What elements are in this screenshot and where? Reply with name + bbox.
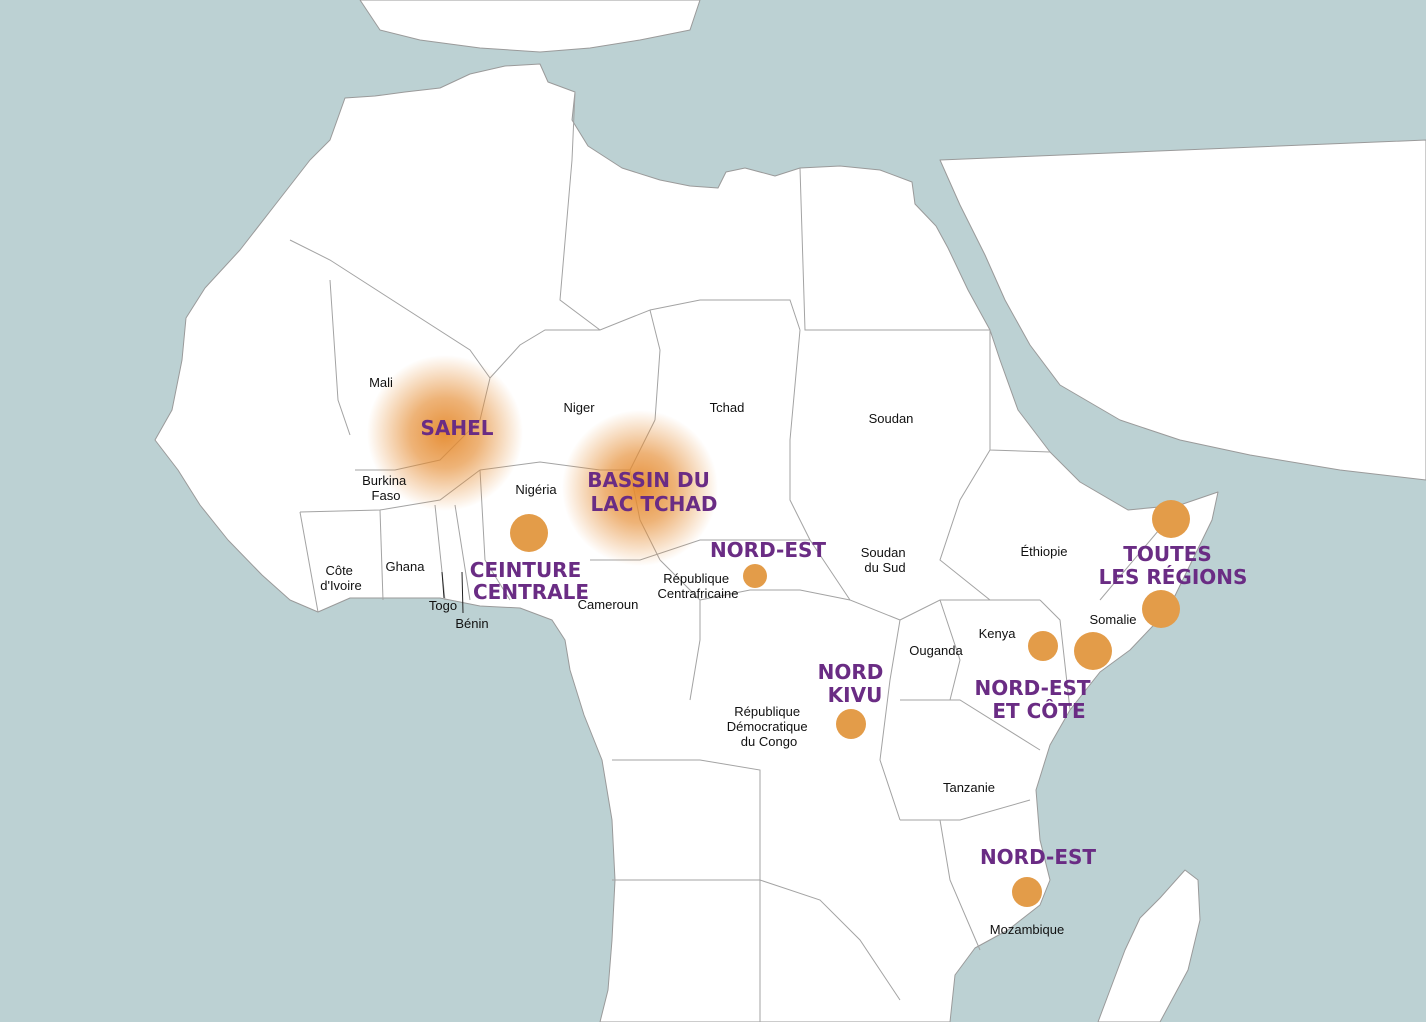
arabian-peninsula xyxy=(939,139,1426,481)
label-benin: Bénin xyxy=(455,616,488,631)
region-nord-est-mozambique: NORD-EST xyxy=(980,845,1096,869)
marker-mozambique xyxy=(1012,877,1042,907)
region-bassin-lac-tchad: BASSIN DU LAC TCHAD xyxy=(587,468,717,516)
marker-somalie-nord xyxy=(1152,500,1190,538)
marker-somalie-centre xyxy=(1142,590,1180,628)
label-tchad: Tchad xyxy=(710,400,745,415)
label-burkina-faso: Burkina Faso xyxy=(362,473,410,503)
europe-edge xyxy=(359,0,701,53)
lac-tchad-halo xyxy=(562,410,718,566)
region-nord-est-et-cote: NORD-EST ET CÔTE xyxy=(974,676,1097,723)
marker-kenya-cote xyxy=(1074,632,1112,670)
label-tanzanie: Tanzanie xyxy=(943,780,995,795)
sahel-halo xyxy=(367,355,523,511)
marker-kenya xyxy=(1028,631,1058,661)
label-rca: République Centrafricaine xyxy=(658,571,739,601)
region-nord-est-rca: NORD-EST xyxy=(710,538,826,562)
label-kenya: Kenya xyxy=(979,626,1017,641)
label-mali: Mali xyxy=(369,375,393,390)
label-ghana: Ghana xyxy=(385,559,425,574)
marker-nord-kivu xyxy=(836,709,866,739)
label-soudan-du-sud: Soudan du Sud xyxy=(861,545,909,575)
benin-leader xyxy=(461,571,464,614)
marker-nord-est-rca xyxy=(743,564,767,588)
label-cote-ivoire: Côte d'Ivoire xyxy=(320,563,362,593)
label-nigeria: Nigéria xyxy=(515,482,557,497)
region-ceinture-centrale: CEINTURE CENTRALE xyxy=(470,558,589,604)
label-togo: Togo xyxy=(429,598,457,613)
label-soudan: Soudan xyxy=(869,411,914,426)
region-sahel: SAHEL xyxy=(420,416,493,440)
label-cameroun: Cameroun xyxy=(578,597,639,612)
label-niger: Niger xyxy=(563,400,595,415)
region-nord-kivu: NORD KIVU xyxy=(818,660,891,707)
label-somalie: Somalie xyxy=(1090,612,1137,627)
togo-leader xyxy=(441,571,445,599)
madagascar xyxy=(1097,869,1201,1022)
label-ouganda: Ouganda xyxy=(909,643,963,658)
label-rdc: République Démocratique du Congo xyxy=(727,704,812,749)
label-ethiopie: Éthiopie xyxy=(1021,544,1068,559)
region-toutes-les-regions: TOUTES LES RÉGIONS xyxy=(1099,542,1248,589)
label-mozambique: Mozambique xyxy=(990,922,1064,937)
marker-ceinture-centrale xyxy=(510,514,548,552)
